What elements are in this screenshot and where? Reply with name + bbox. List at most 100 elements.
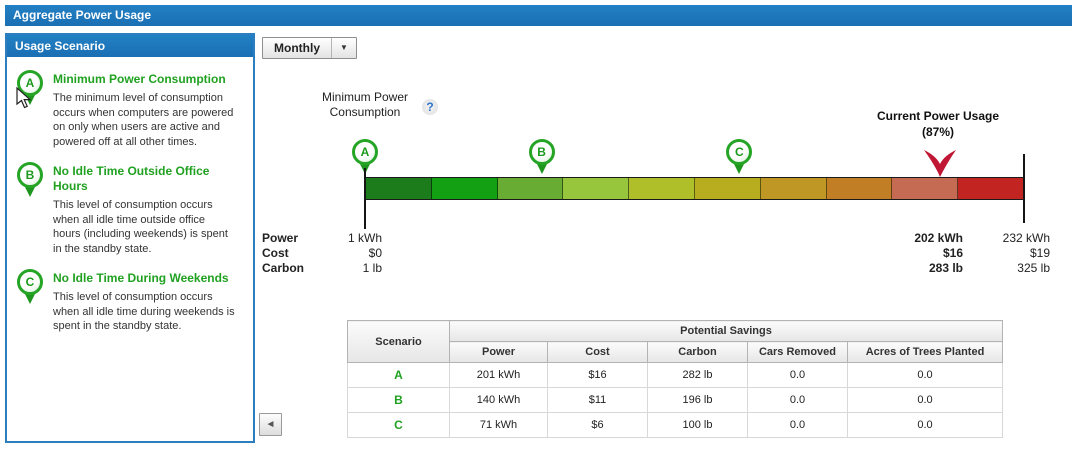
collapse-arrow-icon: ◄ <box>265 419 276 430</box>
pin-letter: C <box>25 275 35 289</box>
metric-labels: Power Cost Carbon <box>262 231 304 276</box>
gauge-segment-6 <box>694 178 761 199</box>
cell-cars: 0.0 <box>747 387 848 413</box>
pin-letter: C <box>734 145 744 159</box>
cell-cars: 0.0 <box>747 412 848 438</box>
metric-min-values: 1 kWh $0 1 lb <box>302 231 382 276</box>
gauge-marker-a[interactable]: A <box>351 139 379 175</box>
cell-carbon: 196 lb <box>647 387 748 413</box>
gauge-segment-2 <box>431 178 498 199</box>
cell-acres: 0.0 <box>847 412 1003 438</box>
cell-carbon: 100 lb <box>647 412 748 438</box>
page-title-bar: Aggregate Power Usage <box>5 5 1072 26</box>
current-power-usage-text: Current Power Usage <box>876 109 1000 123</box>
scenario-a-description: The minimum level of consumption occurs … <box>53 92 234 148</box>
metric-current-carbon: 283 lb <box>928 261 963 275</box>
scenario-c-description: This level of consumption occurs when al… <box>53 291 235 332</box>
scenario-item-b[interactable]: B No Idle Time Outside Office Hours This… <box>7 149 253 256</box>
cell-scenario: B <box>347 387 450 413</box>
scenario-b-description: This level of consumption occurs when al… <box>53 199 228 255</box>
column-header-scenario: Scenario <box>347 320 450 363</box>
current-power-usage-label: Current Power Usage (87%) <box>858 108 1018 140</box>
pin-tail <box>24 185 36 197</box>
mouse-cursor-icon <box>16 87 32 109</box>
scenario-b-pin-icon[interactable]: B <box>16 162 44 198</box>
cell-power: 71 kWh <box>449 412 548 438</box>
potential-savings-table: Scenario Potential Savings Power Cost Ca… <box>347 320 1003 438</box>
pin-tail <box>24 292 36 304</box>
sidebar-collapse-button[interactable]: ◄ <box>259 413 282 436</box>
pin-letter: A <box>25 76 35 90</box>
metric-max-values: 232 kWh $19 325 lb <box>950 231 1050 276</box>
metric-label-cost: Cost <box>262 246 289 260</box>
metric-max-cost: $19 <box>1029 246 1050 260</box>
gauge-min-tick <box>364 168 366 229</box>
gauge-segment-10 <box>958 178 1023 199</box>
column-header-carbon: Carbon <box>647 341 748 363</box>
cell-scenario: A <box>347 362 450 388</box>
gauge-segment-8 <box>826 178 893 199</box>
column-header-acres-of-trees: Acres of Trees Planted <box>847 341 1003 363</box>
table-row-scenario-c: C 71 kWh $6 100 lb 0.0 0.0 <box>347 412 1003 438</box>
column-header-cost: Cost <box>547 341 648 363</box>
metric-min-power: 1 kWh <box>347 231 382 245</box>
gauge-segment-7 <box>760 178 827 199</box>
cell-power: 201 kWh <box>449 362 548 388</box>
table-row-scenario-b: B 140 kWh $11 196 lb 0.0 0.0 <box>347 387 1003 413</box>
cell-cost: $6 <box>547 412 648 438</box>
cell-cost: $11 <box>547 387 648 413</box>
dropdown-divider <box>331 38 332 58</box>
metric-label-power: Power <box>262 231 299 245</box>
pin-tail <box>733 162 746 174</box>
metric-current-cost: $16 <box>942 246 963 260</box>
pin-icon: C <box>725 139 753 175</box>
scenario-c-pin-icon[interactable]: C <box>16 269 44 305</box>
cell-power: 140 kWh <box>449 387 548 413</box>
gauge-segment-3 <box>497 178 564 199</box>
usage-scenario-panel: Usage Scenario A Minimum Power Consumpti… <box>5 33 255 443</box>
page-title: Aggregate Power Usage <box>13 8 152 22</box>
scenario-a-heading: Minimum Power Consumption <box>53 72 226 86</box>
chevron-down-icon[interactable]: ▼ <box>340 43 348 52</box>
cell-acres: 0.0 <box>847 387 1003 413</box>
min-power-label-line2: Consumption <box>329 105 401 119</box>
usage-scenario-title: Usage Scenario <box>15 39 106 53</box>
cell-acres: 0.0 <box>847 362 1003 388</box>
help-icon[interactable]: ? <box>422 99 438 115</box>
scenario-c-heading: No Idle Time During Weekends <box>53 271 229 285</box>
metric-max-carbon: 325 lb <box>1017 261 1050 275</box>
cell-carbon: 282 lb <box>647 362 748 388</box>
pin-letter: B <box>25 168 35 182</box>
pin-letter: B <box>537 145 546 159</box>
metric-max-power: 232 kWh <box>1002 231 1050 245</box>
power-usage-gauge-bar <box>365 177 1024 200</box>
table-row-scenario-a: A 201 kWh $16 282 lb 0.0 0.0 <box>347 362 1003 388</box>
metric-current-values: 202 kWh $16 283 lb <box>863 231 963 276</box>
metric-min-cost: $0 <box>368 246 382 260</box>
pin-tail <box>535 162 548 174</box>
cell-scenario: C <box>347 412 450 438</box>
question-mark-glyph: ? <box>426 100 434 114</box>
pin-icon: A <box>351 139 379 175</box>
pin-letter: A <box>360 145 370 159</box>
current-usage-marker-icon <box>923 149 957 183</box>
current-power-usage-percent: (87%) <box>921 125 954 139</box>
gauge-segment-1 <box>366 178 432 199</box>
scenario-item-a[interactable]: A Minimum Power Consumption The minimum … <box>7 57 253 149</box>
gauge-segment-5 <box>629 178 695 199</box>
gauge-segment-9 <box>892 178 959 199</box>
cell-cost: $16 <box>547 362 648 388</box>
scenario-item-c[interactable]: C No Idle Time During Weekends This leve… <box>7 256 253 334</box>
cell-cars: 0.0 <box>747 362 848 388</box>
min-power-label: Minimum Power Consumption <box>285 90 445 120</box>
gauge-max-tick <box>1023 154 1025 223</box>
usage-scenario-panel-header: Usage Scenario <box>7 35 253 57</box>
column-header-cars-removed: Cars Removed <box>747 341 848 363</box>
gauge-marker-c[interactable]: C <box>725 139 753 175</box>
metric-label-carbon: Carbon <box>262 261 304 275</box>
gauge-marker-b[interactable]: B <box>528 139 556 175</box>
period-dropdown-value: Monthly <box>274 41 320 55</box>
period-dropdown[interactable]: Monthly ▼ <box>262 37 357 59</box>
gauge-segment-4 <box>563 178 630 199</box>
